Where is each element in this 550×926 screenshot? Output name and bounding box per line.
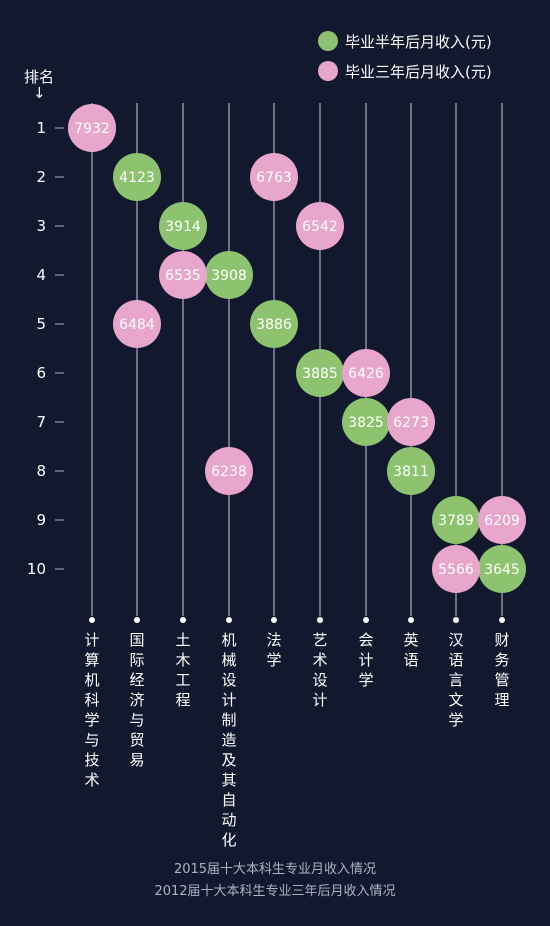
- data-point-three-year: [342, 349, 390, 397]
- data-label-three-year: 6763: [256, 170, 292, 186]
- category-end-dot: [180, 617, 186, 623]
- data-point-half-year: [342, 398, 390, 446]
- category-end-dot: [271, 617, 277, 623]
- category-end-dot: [134, 617, 140, 623]
- footer-line-1: 2015届十大本科生专业月收入情况: [173, 862, 377, 877]
- data-point-three-year: [387, 398, 435, 446]
- rank-tick-label: 2: [36, 168, 46, 186]
- data-point-half-year: [296, 349, 344, 397]
- data-label-three-year: 7932: [74, 121, 110, 137]
- data-label-half-year: 3789: [438, 513, 474, 529]
- legend-item-three-year: 毕业三年后月收入(元): [318, 56, 492, 86]
- data-label-half-year: 3908: [211, 268, 247, 284]
- rank-tick-label: 6: [36, 364, 46, 382]
- rank-axis-title: 排名: [24, 68, 55, 86]
- category-label: 机械设计制造及其自动化: [221, 631, 237, 849]
- data-point-half-year: [205, 251, 253, 299]
- data-point-half-year: [250, 300, 298, 348]
- data-point-three-year: [296, 202, 344, 250]
- data-label-three-year: 5566: [438, 562, 474, 578]
- category-end-dot: [226, 617, 232, 623]
- data-label-three-year: 6238: [211, 464, 247, 480]
- data-point-three-year: [478, 496, 526, 544]
- legend-swatch-half-year: [318, 31, 338, 51]
- data-point-three-year: [250, 153, 298, 201]
- data-label-half-year: 3914: [165, 219, 201, 235]
- rank-tick-label: 5: [36, 315, 46, 333]
- data-label-three-year: 6542: [302, 219, 338, 235]
- data-label-three-year: 6209: [484, 513, 520, 529]
- data-point-half-year: [387, 447, 435, 495]
- data-point-three-year: [205, 447, 253, 495]
- category-label: 英语: [403, 631, 419, 669]
- category-label: 汉语言文学: [448, 631, 464, 729]
- legend-swatch-three-year: [318, 61, 338, 81]
- rank-tick-label: 8: [36, 462, 46, 480]
- data-label-three-year: 6273: [393, 415, 429, 431]
- data-point-half-year: [113, 153, 161, 201]
- data-label-half-year: 3886: [256, 317, 292, 333]
- data-label-half-year: 3811: [393, 464, 429, 480]
- data-point-three-year: [113, 300, 161, 348]
- rank-tick-label: 7: [36, 413, 46, 431]
- category-label: 土木工程: [175, 631, 191, 709]
- rank-tick-label: 1: [36, 119, 46, 137]
- data-point-three-year: [432, 545, 480, 593]
- data-point-half-year: [159, 202, 207, 250]
- data-label-half-year: 3645: [484, 562, 520, 578]
- category-label: 国际经济与贸易: [129, 631, 145, 769]
- category-label: 艺术设计: [312, 631, 328, 709]
- rank-tick-label: 9: [36, 511, 46, 529]
- rank-tick-label: 4: [36, 266, 46, 284]
- data-label-three-year: 6426: [348, 366, 384, 382]
- rank-tick-label: 3: [36, 217, 46, 235]
- footer-line-2: 2012届十大本科生专业三年后月收入情况: [154, 884, 396, 899]
- category-end-dot: [317, 617, 323, 623]
- category-end-dot: [363, 617, 369, 623]
- category-label: 计算机科学与技术: [84, 631, 100, 789]
- legend: 毕业半年后月收入(元) 毕业三年后月收入(元): [318, 26, 492, 86]
- data-label-half-year: 3825: [348, 415, 384, 431]
- data-point-three-year: [159, 251, 207, 299]
- rank-tick-label: 10: [27, 560, 46, 578]
- down-arrow-icon: ↓: [33, 84, 46, 102]
- data-point-half-year: [432, 496, 480, 544]
- legend-label-half-year: 毕业半年后月收入(元): [345, 32, 492, 51]
- category-end-dot: [89, 617, 95, 623]
- category-label: 法学: [266, 631, 282, 669]
- data-label-three-year: 6535: [165, 268, 201, 284]
- data-label-three-year: 6484: [119, 317, 155, 333]
- category-label: 财务管理: [494, 631, 510, 709]
- data-label-half-year: 4123: [119, 170, 155, 186]
- category-end-dot: [408, 617, 414, 623]
- category-end-dot: [499, 617, 505, 623]
- legend-label-three-year: 毕业三年后月收入(元): [345, 62, 492, 81]
- data-point-three-year: [68, 104, 116, 152]
- category-end-dot: [453, 617, 459, 623]
- legend-item-half-year: 毕业半年后月收入(元): [318, 26, 492, 56]
- data-point-half-year: [478, 545, 526, 593]
- data-label-half-year: 3885: [302, 366, 338, 382]
- category-label: 会计学: [358, 631, 374, 689]
